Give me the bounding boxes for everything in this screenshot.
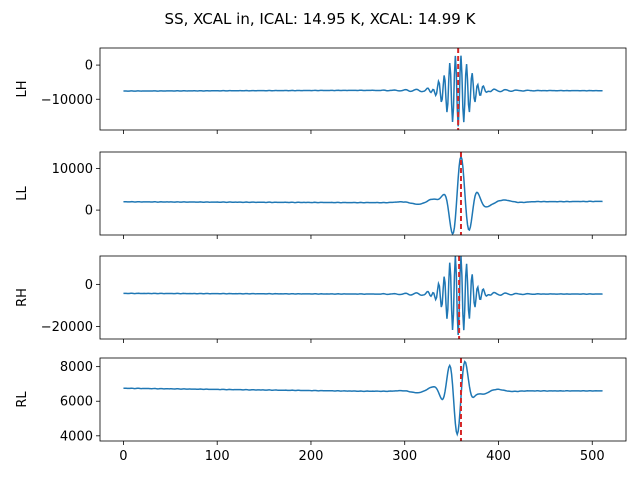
axes-frame <box>99 151 627 236</box>
axes-frame <box>99 357 627 442</box>
y-tick-label: 0 <box>85 204 93 219</box>
series-line-lh <box>123 55 603 127</box>
panel-rl: 8000 6000 4000 RL 0 100 200 300 400 500 <box>15 357 627 464</box>
y-tick-label: 0 <box>85 278 93 293</box>
chart-title: SS, XCAL in, ICAL: 14.95 K, XCAL: 14.99 … <box>165 10 477 28</box>
x-tick-label: 200 <box>299 449 324 464</box>
y-tick-label: 0 <box>85 59 93 74</box>
y-tick-label: 4000 <box>60 429 93 444</box>
axes-frame <box>99 255 627 340</box>
y-tick-label: 8000 <box>60 360 93 375</box>
axes-frame <box>99 47 627 131</box>
y-axis-label: RH <box>15 288 30 307</box>
x-tick-label: 100 <box>205 449 230 464</box>
series-line-ll <box>123 154 603 236</box>
y-tick-label: 6000 <box>60 395 93 410</box>
panel-lh: 0 −10000 LH <box>15 47 627 134</box>
y-axis-label: LH <box>15 80 30 97</box>
y-axis-label: RL <box>15 391 30 408</box>
x-tick-label: 300 <box>392 449 417 464</box>
x-tick-label: 400 <box>486 449 511 464</box>
x-tick-label: 0 <box>119 449 127 464</box>
x-tick-label: 500 <box>580 449 605 464</box>
panels: 0−10000LH100000LL0−20000RH800060004000RL… <box>15 47 627 464</box>
y-tick-label: −10000 <box>41 93 93 108</box>
series-line-rh <box>123 255 603 335</box>
panel-rh: 0 −20000 RH <box>15 255 627 343</box>
y-tick-label: −20000 <box>41 320 93 335</box>
series-line-rl <box>123 360 603 437</box>
y-tick-label: 10000 <box>52 162 93 177</box>
panel-ll: 10000 0 LL <box>15 151 627 239</box>
y-axis-label: LL <box>15 186 30 201</box>
